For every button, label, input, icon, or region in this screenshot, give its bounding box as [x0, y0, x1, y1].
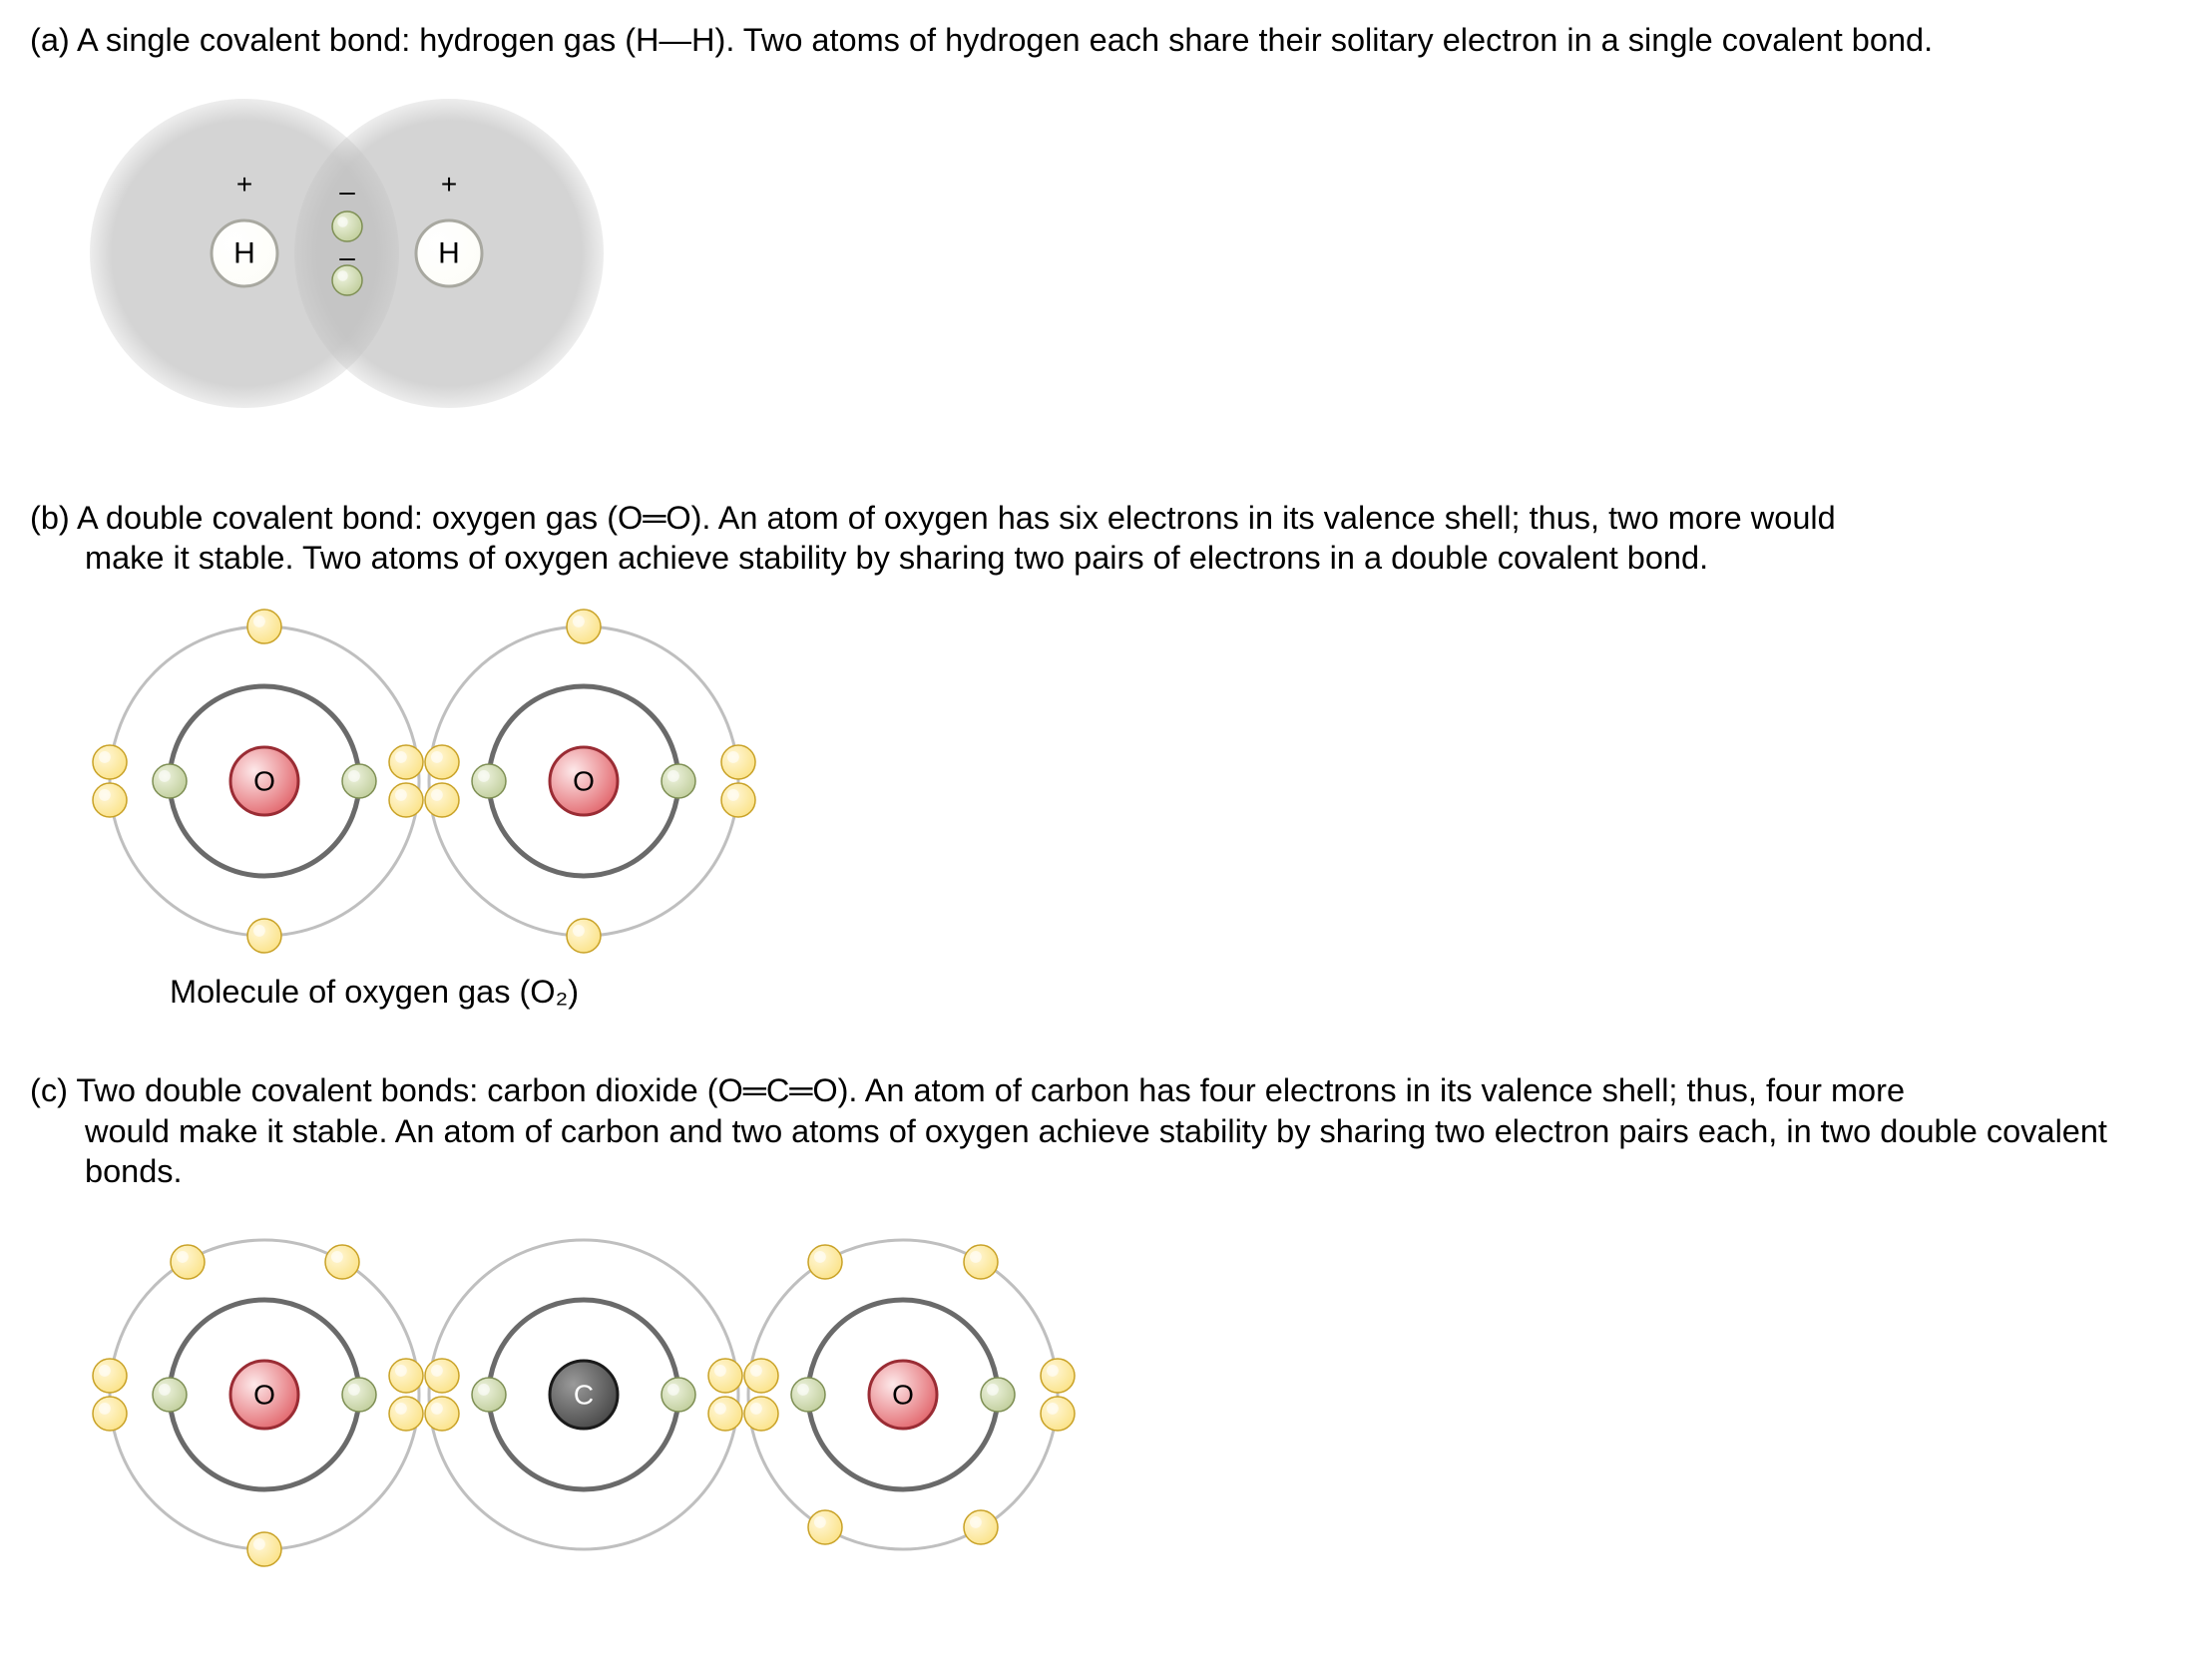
electron-icon: [964, 1510, 998, 1544]
nucleus-label: C: [574, 1379, 594, 1410]
nucleus-label: O: [892, 1379, 914, 1410]
nucleus-label: O: [253, 765, 275, 796]
electron-icon: [791, 1378, 825, 1412]
electron-icon: [425, 1397, 459, 1431]
electron-icon: [744, 1397, 778, 1431]
electron-icon: [153, 764, 187, 798]
electron-icon: [93, 783, 127, 817]
electron-icon: [744, 1359, 778, 1393]
electron-icon: [808, 1510, 842, 1544]
caption-b-lead: (b) A double covalent bond: oxygen gas (…: [30, 500, 1836, 536]
electron-icon: [708, 1359, 742, 1393]
nucleus-label: O: [253, 1379, 275, 1410]
electron-icon: [93, 1359, 127, 1393]
svg-oxygen: OO: [30, 597, 848, 966]
electron-icon: [389, 1359, 423, 1393]
figure-c: OCO: [30, 1210, 2182, 1579]
plus-label: +: [441, 169, 457, 200]
minus-label: –: [339, 176, 355, 207]
plus-label: +: [236, 169, 252, 200]
electron-icon: [247, 1532, 281, 1566]
section-c: (c) Two double covalent bonds: carbon di…: [30, 1070, 2182, 1579]
electron-icon: [708, 1397, 742, 1431]
electron-icon: [662, 764, 695, 798]
electron-icon: [247, 610, 281, 643]
electron-icon: [662, 1378, 695, 1412]
electron-icon: [389, 745, 423, 779]
minus-label: –: [339, 241, 355, 272]
nucleus-label: H: [438, 236, 460, 269]
electron-icon: [472, 1378, 506, 1412]
caption-c: (c) Two double covalent bonds: carbon di…: [30, 1070, 2182, 1192]
nucleus-label: O: [573, 765, 595, 796]
figure-b: OO: [30, 597, 2182, 966]
caption-a: (a) A single covalent bond: hydrogen gas…: [30, 20, 2182, 61]
electron-icon: [389, 1397, 423, 1431]
page: (a) A single covalent bond: hydrogen gas…: [0, 0, 2212, 1659]
electron-icon: [425, 1359, 459, 1393]
svg-hydrogen: – – H + H +: [30, 79, 649, 438]
electron-icon: [342, 1378, 376, 1412]
figure-a: – – H + H +: [30, 79, 2182, 438]
electron-icon: [325, 1245, 359, 1279]
section-b: (b) A double covalent bond: oxygen gas (…: [30, 498, 2182, 1011]
caption-a-text: (a) A single covalent bond: hydrogen gas…: [30, 22, 1933, 58]
electron-icon: [1041, 1397, 1075, 1431]
electron-icon: [389, 783, 423, 817]
electron-icon: [472, 764, 506, 798]
caption-b-cont: make it stable. Two atoms of oxygen achi…: [30, 538, 2182, 579]
electron-icon: [964, 1245, 998, 1279]
nucleus-label: H: [233, 236, 255, 269]
svg-co2: OCO: [30, 1210, 1167, 1579]
electron-icon: [425, 745, 459, 779]
electron-icon: [567, 610, 601, 643]
sublabel-b: Molecule of oxygen gas (O₂): [30, 974, 2182, 1011]
caption-c-lead: (c) Two double covalent bonds: carbon di…: [30, 1072, 1905, 1108]
electron-icon: [247, 919, 281, 953]
electron-icon: [425, 783, 459, 817]
electron-icon: [981, 1378, 1015, 1412]
electron-icon: [332, 211, 362, 241]
electron-icon: [93, 745, 127, 779]
electron-icon: [171, 1245, 205, 1279]
electron-icon: [1041, 1359, 1075, 1393]
electron-icon: [721, 783, 755, 817]
electron-icon: [721, 745, 755, 779]
electron-icon: [342, 764, 376, 798]
electron-icon: [567, 919, 601, 953]
caption-c-cont: would make it stable. An atom of carbon …: [30, 1111, 2182, 1192]
section-a: (a) A single covalent bond: hydrogen gas…: [30, 20, 2182, 438]
electron-icon: [153, 1378, 187, 1412]
electron-icon: [93, 1397, 127, 1431]
electron-icon: [808, 1245, 842, 1279]
caption-b: (b) A double covalent bond: oxygen gas (…: [30, 498, 2182, 579]
